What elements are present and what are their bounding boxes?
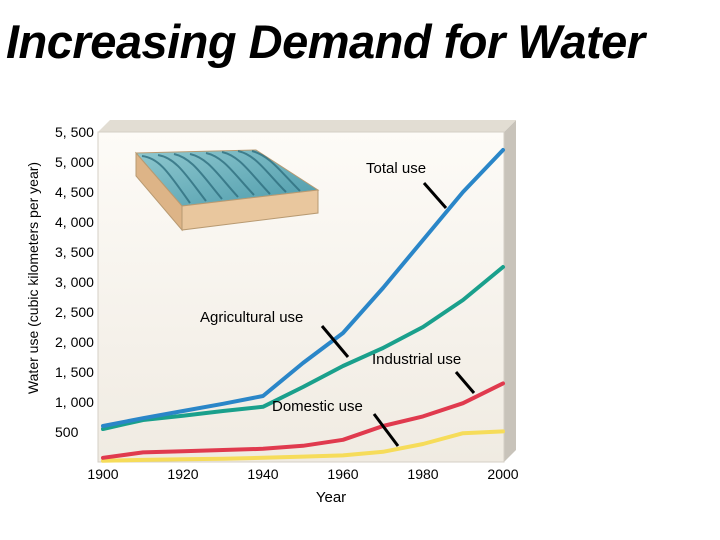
y-tick-label: 5, 500 [55, 124, 94, 140]
series-layer [101, 148, 505, 463]
agricultural-use-pointer [320, 325, 350, 358]
domestic-use-annotation: Domestic use [272, 398, 363, 415]
domestic-use-pointer [372, 413, 400, 447]
y-tick-label: 4, 500 [55, 184, 94, 200]
y-tick-label: 2, 000 [55, 334, 94, 350]
x-tick-label: 1960 [327, 466, 358, 482]
x-tick-label: 2000 [487, 466, 518, 482]
x-axis-label: Year [316, 489, 346, 506]
plot-panel-top [98, 120, 516, 132]
y-tick-label: 3, 000 [55, 274, 94, 290]
total-use-pointer [422, 182, 448, 209]
plot-panel-side [504, 120, 516, 462]
y-tick-label: 4, 000 [55, 214, 94, 230]
y-tick-label: 500 [55, 424, 79, 440]
x-axis-tick-labels: 1900 1920 1940 1960 1980 2000 [87, 466, 518, 482]
irrigated-field-icon [134, 149, 320, 232]
y-tick-label: 2, 500 [55, 304, 94, 320]
industrial-use-line [101, 381, 505, 460]
x-tick-label: 1940 [247, 466, 278, 482]
agricultural-use-annotation: Agricultural use [200, 309, 303, 326]
y-axis-tick-labels: 500 1, 000 1, 500 2, 000 2, 500 3, 000 3, 500 4… [55, 124, 94, 440]
x-tick-label: 1980 [407, 466, 438, 482]
industrial-use-annotation: Industrial use [372, 351, 461, 368]
slide-title: Increasing Demand for Water [6, 15, 645, 68]
total-use-line [101, 148, 505, 428]
industrial-use-pointer [454, 371, 476, 394]
domestic-use-line [101, 429, 505, 463]
y-axis-label: Water use (cubic kilometers per year) [25, 162, 41, 394]
total-use-annotation: Total use [366, 160, 426, 177]
x-tick-label: 1920 [167, 466, 198, 482]
agricultural-use-line [101, 265, 505, 431]
y-tick-label: 5, 000 [55, 154, 94, 170]
y-tick-label: 1, 000 [55, 394, 94, 410]
y-tick-label: 3, 500 [55, 244, 94, 260]
x-tick-label: 1900 [87, 466, 118, 482]
y-tick-label: 1, 500 [55, 364, 94, 380]
